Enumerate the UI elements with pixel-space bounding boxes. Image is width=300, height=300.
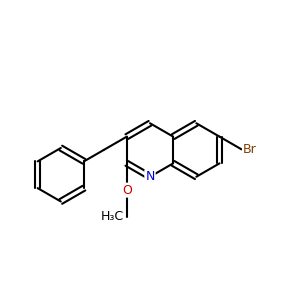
Text: N: N <box>145 170 155 183</box>
Text: Br: Br <box>243 143 257 156</box>
Text: O: O <box>122 184 132 196</box>
Text: H₃C: H₃C <box>101 210 124 224</box>
